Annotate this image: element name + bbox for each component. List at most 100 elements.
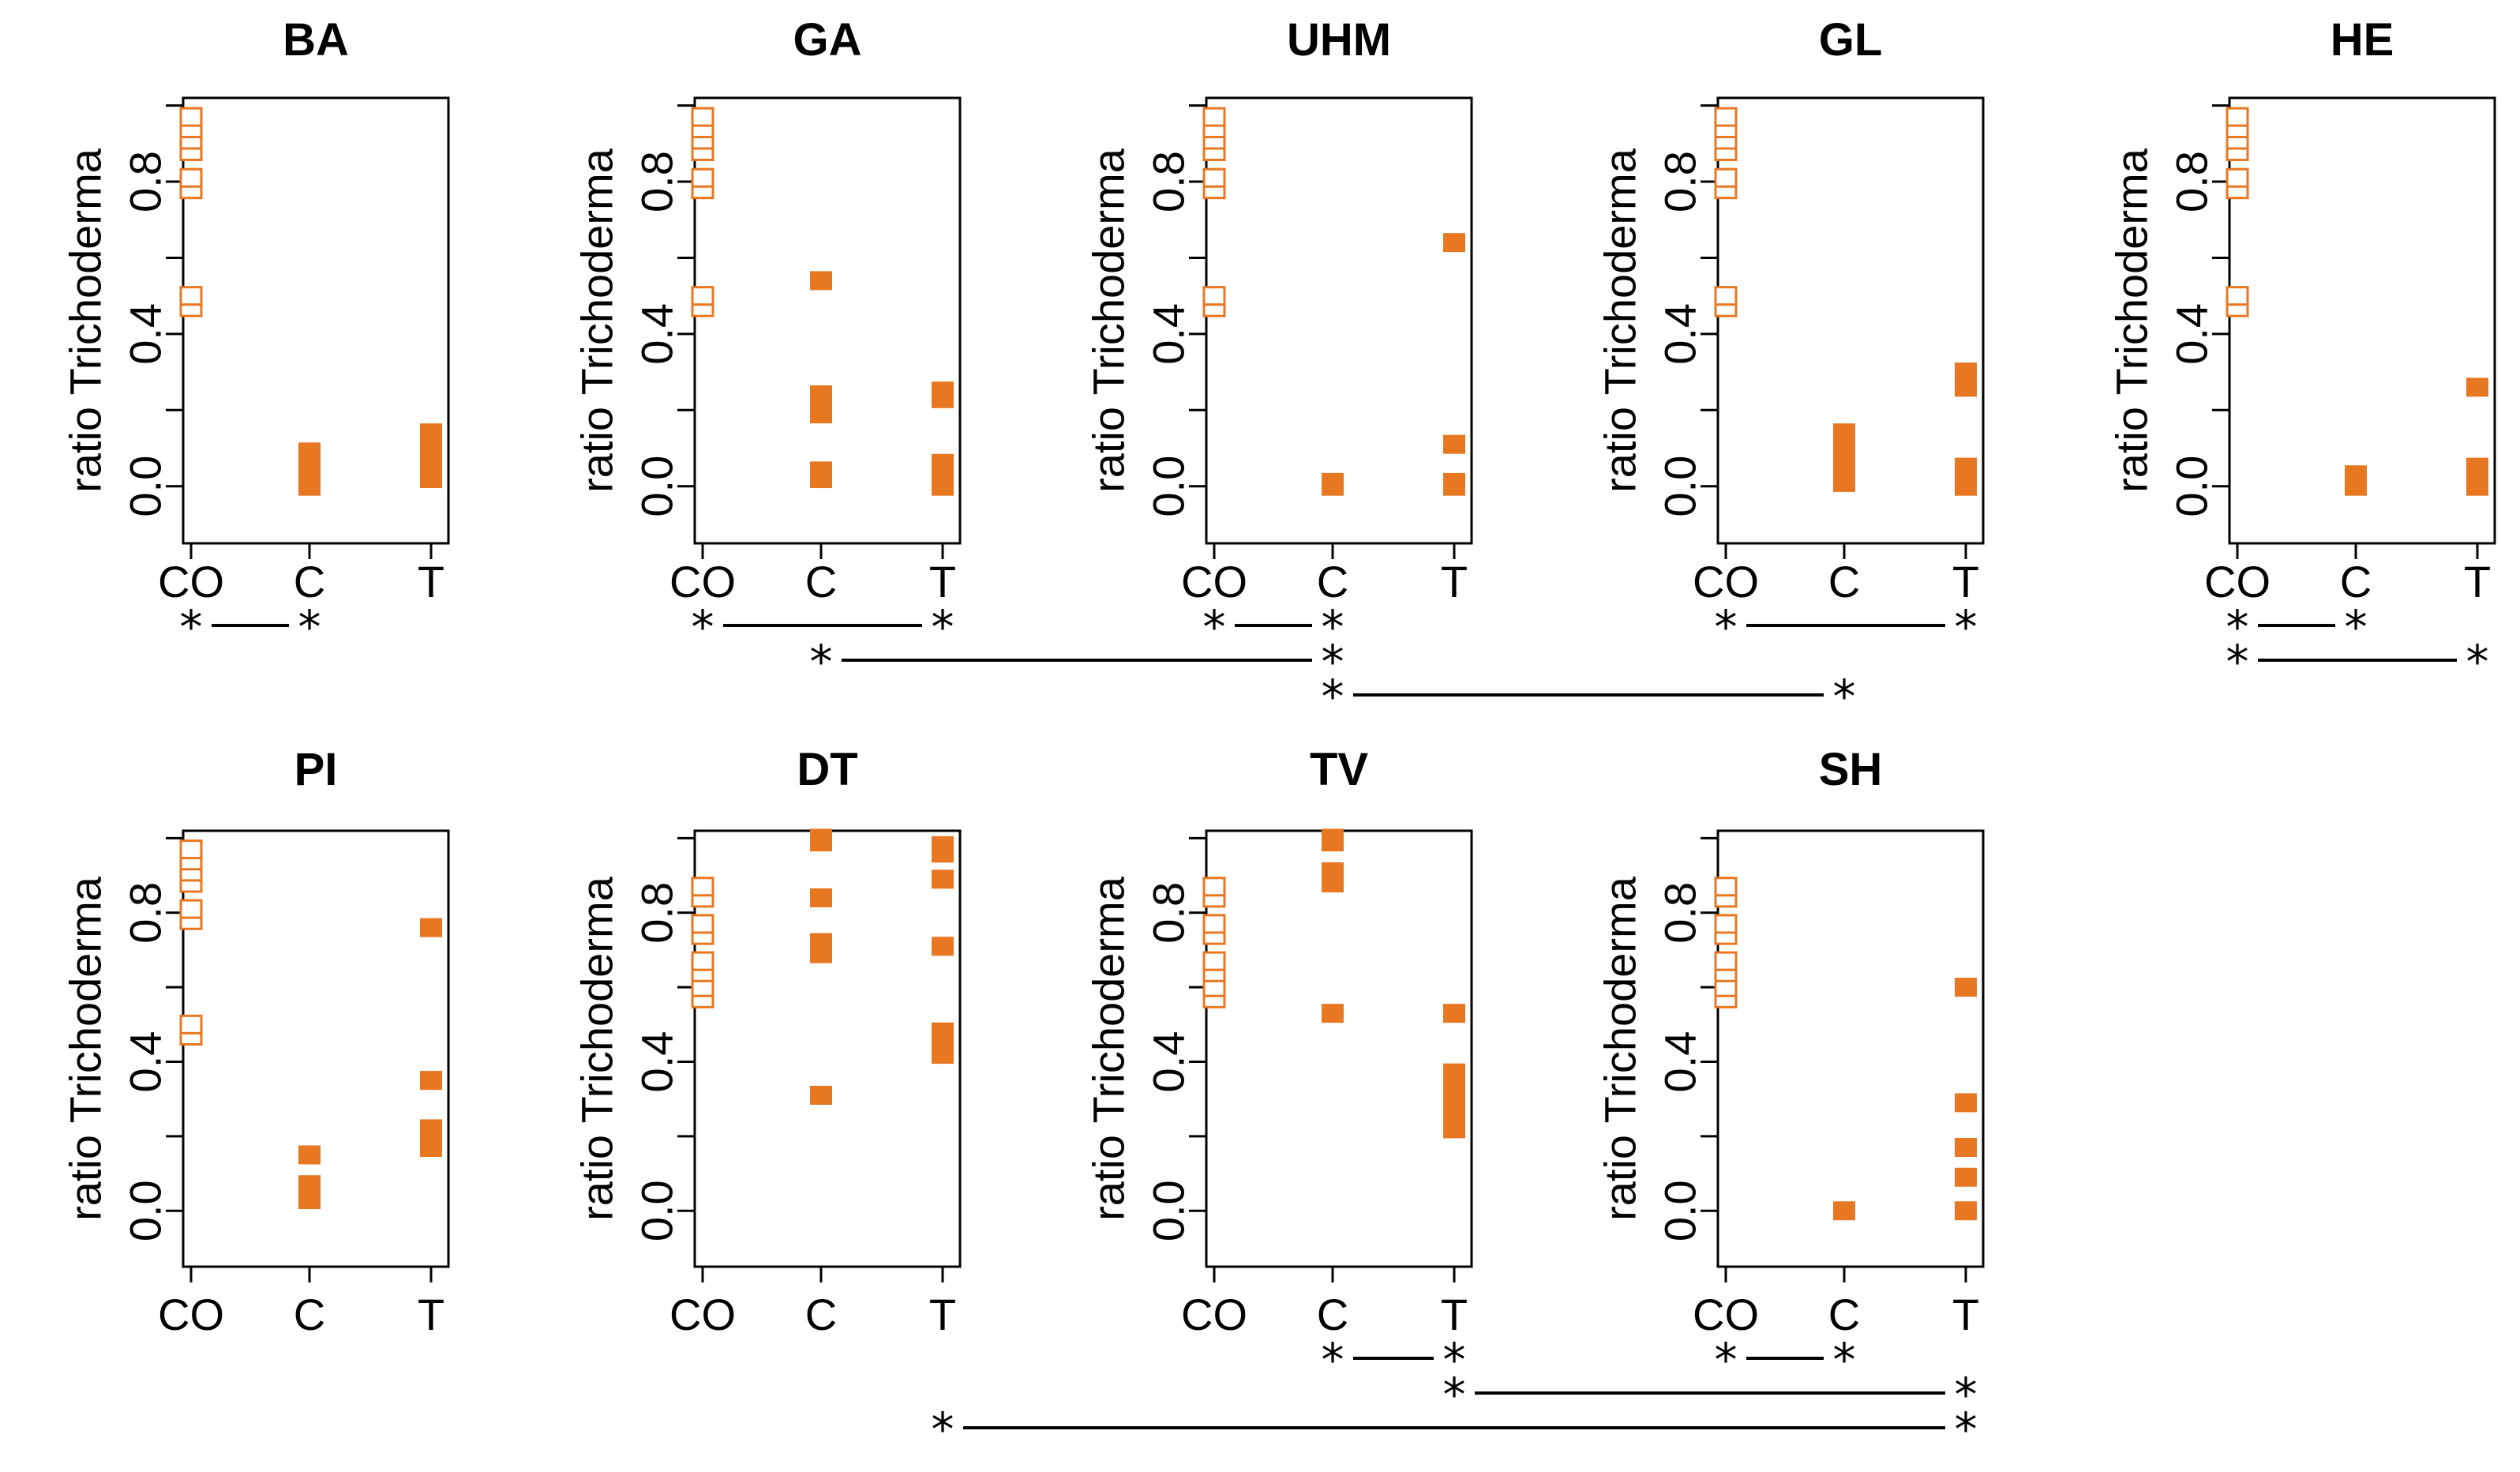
y-axis-title: ratio Trichoderma <box>1596 148 1645 493</box>
point-control <box>691 286 714 306</box>
significance-star: * <box>932 1403 954 1456</box>
x-tick-label: C <box>2340 557 2372 606</box>
significance-star: * <box>2345 600 2368 654</box>
significance-star: * <box>2226 635 2249 689</box>
plot-frame <box>2228 96 2496 545</box>
point <box>1322 472 1344 492</box>
significance-star: * <box>810 635 833 689</box>
point <box>1955 457 1977 477</box>
y-axis-title: ratio Trichoderma <box>2107 148 2157 493</box>
y-tick-label: 0.4 <box>1656 303 1705 365</box>
x-tick-label: T <box>1441 1290 1468 1339</box>
panel-title: GL <box>1819 14 1883 66</box>
point-control <box>1714 167 1738 188</box>
point <box>810 828 832 848</box>
significance-star: * <box>1322 635 1344 689</box>
y-tick-label: 0.8 <box>1144 882 1194 944</box>
point-control <box>691 877 714 897</box>
significance-star: * <box>932 600 954 654</box>
panel-title: SH <box>1819 744 1883 795</box>
y-axis-title: ratio Trichoderma <box>1084 148 1134 493</box>
y-axis-title: ratio Trichoderma <box>572 148 622 493</box>
point <box>932 937 954 956</box>
significance-star: * <box>2226 600 2249 654</box>
y-tick-label: 0.8 <box>121 151 171 212</box>
significance-star: * <box>1443 1333 1466 1387</box>
point <box>932 453 954 473</box>
point-control <box>1202 286 1226 306</box>
point-control <box>1202 914 1226 934</box>
point-control <box>2226 107 2249 127</box>
point <box>2466 377 2488 397</box>
point <box>1322 828 1344 848</box>
x-tick-label: C <box>1828 557 1860 606</box>
significance-star: * <box>298 600 321 654</box>
y-tick-label: 0.8 <box>632 151 682 212</box>
x-tick-label: CO <box>669 557 736 606</box>
x-tick-label: T <box>1952 557 1979 606</box>
point-control <box>179 286 203 306</box>
y-tick-label: 0.4 <box>1656 1031 1705 1093</box>
y-tick-label: 0.8 <box>2167 151 2217 212</box>
significance-star: * <box>692 600 714 654</box>
y-axis-title: ratio Trichoderma <box>572 876 622 1221</box>
significance-star: * <box>180 600 203 654</box>
point <box>932 1022 954 1042</box>
point <box>298 1145 321 1165</box>
significance-star: * <box>1203 600 1226 654</box>
x-tick-label: T <box>418 1290 444 1339</box>
point <box>932 381 954 401</box>
significance-star: * <box>1833 1333 1856 1387</box>
point-control <box>691 107 714 127</box>
point <box>1955 1093 1977 1113</box>
significance-star: * <box>1955 1368 1978 1421</box>
point <box>1443 472 1465 492</box>
y-tick-label: 0.0 <box>121 456 171 517</box>
y-tick-label: 0.0 <box>1144 1180 1194 1241</box>
y-tick-label: 0.4 <box>632 1031 682 1093</box>
point-control <box>1202 951 1226 971</box>
x-tick-label: C <box>294 557 325 606</box>
y-tick-label: 0.8 <box>1656 882 1705 944</box>
y-tick-label: 0.0 <box>632 456 682 517</box>
point <box>1443 1063 1465 1083</box>
point <box>810 1085 832 1105</box>
point-control <box>691 914 714 934</box>
point-control <box>179 899 203 919</box>
point-control <box>1202 877 1226 897</box>
point <box>932 836 954 855</box>
panel-title: PI <box>294 744 338 795</box>
x-tick-label: CO <box>158 1290 224 1339</box>
significance-star: * <box>1955 600 1978 654</box>
y-tick-label: 0.4 <box>2167 303 2217 365</box>
point <box>420 918 442 937</box>
significance-star: * <box>1322 670 1344 723</box>
point-control <box>179 167 203 188</box>
point-control <box>179 839 203 860</box>
point <box>1955 362 1977 382</box>
point <box>1833 1201 1855 1221</box>
x-tick-label: T <box>2464 557 2491 606</box>
point-control <box>1714 951 1738 971</box>
point <box>1443 233 1465 253</box>
point-control <box>179 1014 203 1035</box>
panel-title: UHM <box>1287 14 1391 66</box>
point <box>2345 465 2367 485</box>
y-tick-label: 0.4 <box>1144 303 1194 365</box>
x-tick-label: CO <box>1181 1290 1247 1339</box>
panel-title: TV <box>1310 744 1368 795</box>
point <box>1833 423 1855 443</box>
y-tick-label: 0.0 <box>2167 456 2217 517</box>
point-control <box>2226 167 2249 188</box>
point <box>1322 862 1344 881</box>
x-tick-label: CO <box>158 557 224 606</box>
y-tick-label: 0.4 <box>121 1031 171 1093</box>
x-tick-label: T <box>1441 557 1468 606</box>
y-tick-label: 0.0 <box>632 1180 682 1241</box>
significance-star: * <box>2466 635 2489 689</box>
plot-frame <box>182 96 450 545</box>
